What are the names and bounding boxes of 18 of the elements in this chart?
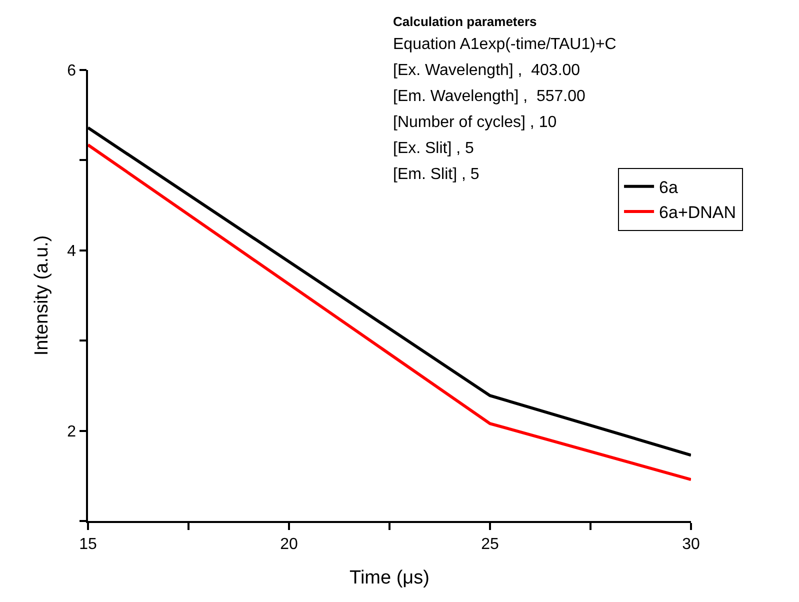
x-tick-label: 30 bbox=[682, 536, 700, 553]
x-tick-label: 20 bbox=[280, 536, 298, 553]
y-axis-title: Intensity (a.u.) bbox=[31, 235, 52, 356]
y-tick-label: 4 bbox=[67, 243, 76, 260]
x-tick-label: 15 bbox=[79, 536, 97, 553]
annotation: [Ex. Wavelength] , 403.00 bbox=[393, 62, 580, 79]
legend-label: 6a bbox=[659, 178, 678, 198]
annotation: [Ex. Slit] , 5 bbox=[393, 140, 474, 157]
text: Calculation parameters bbox=[393, 14, 537, 29]
annotation: [Number of cycles] , 10 bbox=[393, 114, 557, 131]
text: Equation A1exp(-time/TAU1)+C bbox=[393, 36, 616, 53]
y-tick-label: 2 bbox=[67, 423, 76, 440]
annotation: [Em. Wavelength] , 557.00 bbox=[393, 88, 586, 105]
y-tick-label: 6 bbox=[67, 62, 76, 80]
x-tick-label: 25 bbox=[481, 536, 499, 553]
x-axis-title: Time (μs) bbox=[350, 567, 430, 588]
legend-label: 6a+DNAN bbox=[659, 203, 736, 222]
annotation: [Em. Slit] , 5 bbox=[393, 166, 480, 183]
